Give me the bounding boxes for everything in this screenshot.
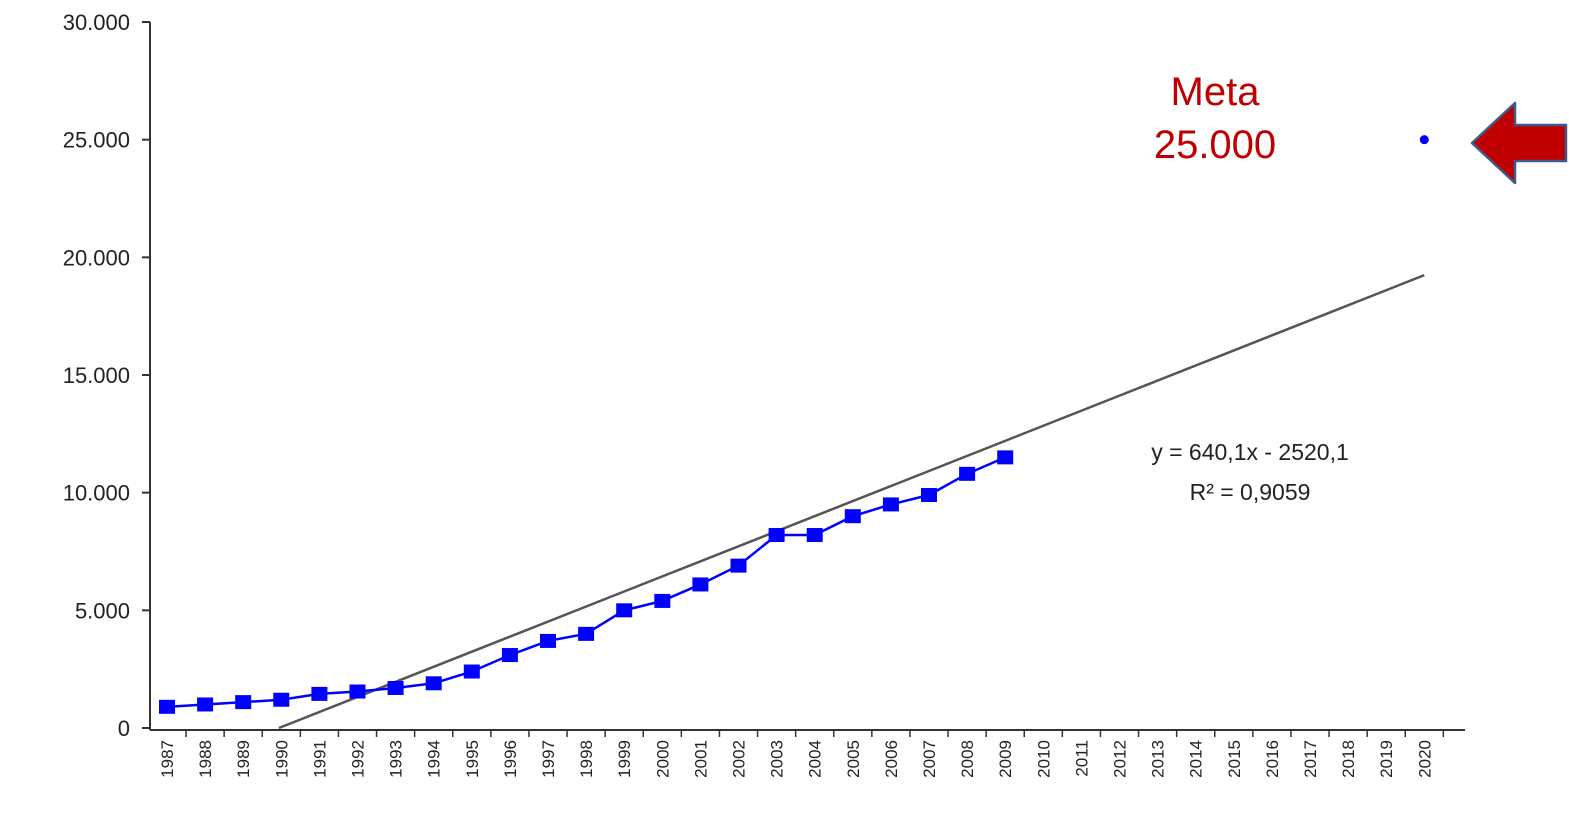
x-axis-ticks: 1987 1988 1989 1990 1991 1992 1993 1994 1995 1996… <box>158 730 1445 778</box>
x-tick-label: 2015 <box>1225 740 1244 778</box>
trend-r2: R² = 0,9059 <box>1190 479 1311 505</box>
data-point <box>959 466 976 481</box>
target-point <box>1419 135 1429 145</box>
data-point <box>540 633 556 648</box>
x-tick-label: 1997 <box>539 740 558 778</box>
data-point <box>806 528 823 543</box>
x-tick-label: 2019 <box>1377 740 1396 778</box>
x-tick-label: 2003 <box>768 740 787 778</box>
x-tick-label: 1992 <box>349 740 368 778</box>
data-point <box>235 695 252 710</box>
data-point <box>730 558 747 573</box>
x-tick-label: 2007 <box>920 740 939 778</box>
data-point <box>997 450 1014 465</box>
x-tick-label: 1987 <box>158 740 177 778</box>
x-tick-label: 2016 <box>1263 740 1282 778</box>
x-tick-label: 2013 <box>1149 740 1168 778</box>
data-point <box>654 593 671 608</box>
data-point <box>921 488 937 503</box>
x-tick-label: 2002 <box>730 740 749 778</box>
meta-value: 25.000 <box>1154 123 1276 167</box>
data-point <box>692 577 709 592</box>
meta-label: Meta <box>1171 70 1261 114</box>
x-tick-label: 2011 <box>1072 740 1091 777</box>
y-tick-label: 15.000 <box>63 363 130 388</box>
x-tick-label: 1994 <box>425 740 444 778</box>
data-point <box>768 528 785 543</box>
x-tick-label: 1988 <box>196 740 215 778</box>
data-point <box>578 626 595 641</box>
y-tick-label: 0 <box>118 716 130 741</box>
data-point <box>463 664 480 679</box>
y-axis-ticks: 0 5.000 10.000 15.000 20.000 25.000 30.000 <box>63 10 150 741</box>
data-point <box>501 648 518 663</box>
data-point <box>425 676 442 691</box>
x-tick-label: 2020 <box>1415 740 1434 778</box>
x-tick-label: 1993 <box>387 740 406 778</box>
data-point <box>387 680 404 695</box>
y-tick-label: 20.000 <box>63 245 130 270</box>
target-arrow-icon <box>1470 101 1568 185</box>
y-tick-label: 5.000 <box>75 598 130 623</box>
series-line <box>166 456 1006 709</box>
x-tick-label: 2006 <box>882 740 901 778</box>
data-point <box>882 497 899 512</box>
trendline <box>278 273 1425 730</box>
data-point <box>273 692 290 707</box>
x-tick-label: 1990 <box>272 740 291 778</box>
data-point <box>616 603 633 618</box>
x-tick-label: 1991 <box>310 740 329 778</box>
x-tick-label: 2009 <box>996 740 1015 778</box>
data-point <box>349 684 366 699</box>
x-tick-label: 1995 <box>463 740 482 778</box>
x-tick-label: 1998 <box>577 740 596 778</box>
x-tick-label: 1996 <box>501 740 520 778</box>
x-tick-label: 2008 <box>958 740 977 778</box>
x-tick-label: 2004 <box>806 740 825 778</box>
trend-equation: y = 640,1x - 2520,1 <box>1151 439 1349 465</box>
x-tick-label: 2000 <box>653 740 672 778</box>
data-point <box>159 699 175 714</box>
x-tick-label: 1999 <box>615 740 634 778</box>
x-tick-label: 2001 <box>691 740 710 778</box>
data-point <box>197 697 214 712</box>
x-tick-label: 1989 <box>234 740 253 778</box>
data-point <box>311 686 328 701</box>
x-tick-label: 2014 <box>1187 740 1206 778</box>
x-tick-label: 2012 <box>1111 740 1130 778</box>
series-points <box>159 450 1014 714</box>
x-tick-label: 2018 <box>1339 740 1358 778</box>
x-tick-label: 2010 <box>1034 740 1053 778</box>
y-tick-label: 25.000 <box>63 128 130 153</box>
data-point <box>844 509 861 524</box>
x-tick-label: 2017 <box>1301 740 1320 778</box>
y-tick-label: 10.000 <box>63 481 130 506</box>
y-tick-label: 30.000 <box>63 10 130 35</box>
x-tick-label: 2005 <box>844 740 863 778</box>
